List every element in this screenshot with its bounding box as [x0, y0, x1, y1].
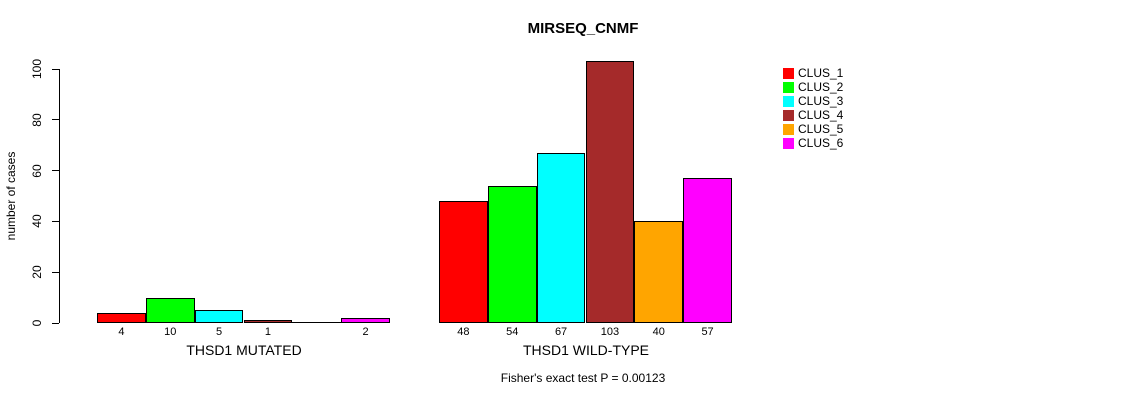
y-tick-mark: [52, 170, 59, 172]
y-axis-line: [59, 69, 60, 323]
bar-clus_6-group0: [341, 317, 390, 323]
bar-clus_4-group1: [585, 61, 635, 323]
legend-item-clus_1: CLUS_1: [783, 66, 843, 80]
y-tick-mark: [52, 119, 59, 121]
y-tick-mark: [52, 68, 59, 70]
bar-value-label: 54: [506, 326, 519, 338]
bar-clus_6-group1: [683, 178, 732, 323]
bar-value-label: 67: [554, 326, 568, 338]
bar-clus_1-group1: [439, 201, 488, 323]
x-group-label-wildtype: THSD1 WILD-TYPE: [522, 342, 650, 358]
legend-label: CLUS_4: [798, 108, 844, 122]
bar-value-label: 40: [652, 326, 665, 338]
bar-clus_2-group1: [487, 185, 537, 323]
y-tick-label: 0: [30, 319, 44, 327]
legend-label: CLUS_2: [798, 80, 844, 94]
x-group-label-mutated: THSD1 MUTATED: [186, 342, 302, 358]
bar-value-label: 1: [264, 326, 271, 338]
legend-label: CLUS_6: [798, 136, 844, 150]
legend-swatch-icon: [783, 109, 794, 121]
bar-value-label: 4: [118, 326, 125, 338]
legend-swatch-icon: [783, 123, 794, 135]
bar-clus_5-group1: [634, 221, 684, 323]
bar-clus_1-group0: [97, 312, 146, 323]
y-tick-label: 20: [30, 265, 44, 279]
legend-swatch-icon: [783, 137, 794, 149]
fisher-test-annotation: Fisher's exact test P = 0.00123: [500, 371, 666, 385]
y-axis-title: number of cases: [4, 151, 18, 241]
chart-title: MIRSEQ_CNMF: [527, 20, 639, 37]
y-tick-label: 60: [30, 163, 44, 178]
legend: CLUS_1 CLUS_2 CLUS_3 CLUS_4 CLUS_5 CLUS_6: [783, 66, 843, 150]
legend-item-clus_3: CLUS_3: [783, 94, 843, 108]
legend-item-clus_5: CLUS_5: [783, 122, 843, 136]
legend-label: CLUS_5: [798, 122, 844, 136]
y-tick-mark: [52, 322, 59, 324]
bar-value-label: 57: [701, 326, 714, 338]
bar-value-label: 48: [457, 326, 470, 338]
legend-swatch-icon: [783, 81, 794, 93]
y-tick-mark: [52, 220, 59, 222]
legend-item-clus_2: CLUS_2: [783, 80, 843, 94]
legend-item-clus_6: CLUS_6: [783, 136, 843, 150]
bar-value-label: 103: [600, 326, 620, 338]
y-tick-label: 100: [30, 58, 44, 80]
legend-swatch-icon: [783, 95, 794, 107]
zero-bar-clus_5-group0: [292, 322, 342, 323]
bar-clus_2-group0: [145, 297, 195, 323]
bar-clus_3-group1: [536, 152, 586, 323]
legend-label: CLUS_1: [798, 66, 844, 80]
bar-clus_4-group0: [243, 320, 293, 323]
y-tick-label: 40: [30, 214, 44, 229]
y-tick-mark: [52, 271, 59, 273]
bar-value-label: 5: [216, 326, 223, 338]
legend-swatch-icon: [783, 67, 794, 79]
y-tick-label: 80: [30, 113, 44, 127]
bar-value-label: 2: [362, 326, 369, 338]
bar-value-label: 10: [164, 326, 177, 338]
bar-clus_3-group0: [194, 310, 244, 323]
legend-item-clus_4: CLUS_4: [783, 108, 843, 122]
legend-label: CLUS_3: [798, 94, 844, 108]
